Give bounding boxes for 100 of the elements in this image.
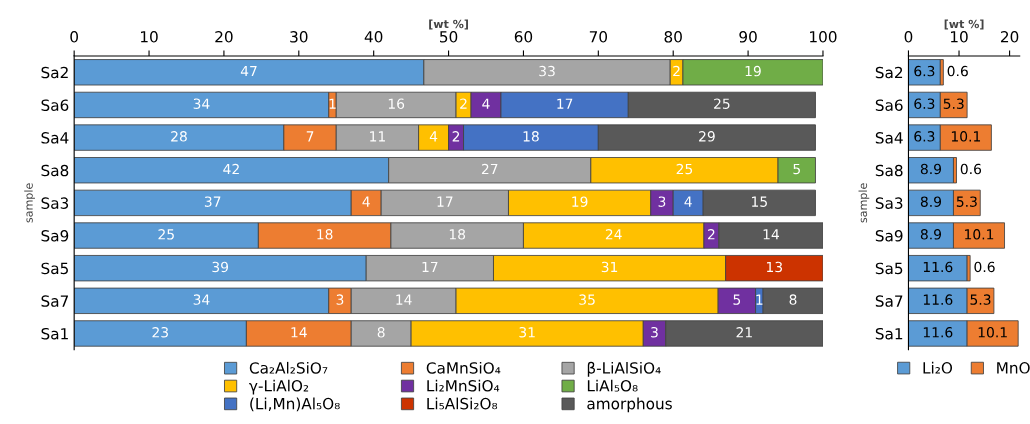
data-label: 34 (193, 294, 210, 305)
data-label: 5 (733, 294, 741, 305)
data-label: 10.1 (965, 229, 994, 240)
y-tick-label: Sa9 (41, 230, 69, 242)
data-label: 1 (329, 98, 336, 109)
data-label: 0.6 (947, 65, 968, 77)
data-label: 5.3 (943, 98, 964, 109)
data-label: 25 (158, 229, 174, 240)
data-label: 15 (752, 196, 767, 207)
x-axis-title: [wt %] (429, 19, 468, 30)
x-tick-label: 0 (70, 31, 79, 43)
x-tick-label: 10 (141, 31, 158, 43)
data-label: 11.6 (923, 261, 953, 273)
y-tick-label: Sa8 (875, 164, 903, 177)
data-label: 27 (481, 163, 498, 175)
legend-label: γ-LiAlO₂ (249, 379, 309, 395)
data-label: 19 (572, 196, 588, 207)
data-label: 42 (223, 163, 239, 175)
x-tick-label: 20 (215, 31, 233, 43)
data-label: 8.9 (920, 229, 942, 240)
data-label: 18 (317, 229, 333, 240)
data-label: 17 (557, 98, 573, 109)
data-label: 23 (152, 327, 168, 338)
data-label: 25 (676, 163, 693, 175)
data-label: 8.9 (920, 196, 942, 207)
data-label: 3 (658, 196, 666, 207)
data-label: 5 (793, 163, 800, 175)
data-label: 4 (429, 131, 438, 142)
legend-label: (Li,Mn)Al₅O₈ (250, 397, 340, 412)
y-tick-label: Sa6 (41, 99, 69, 111)
legend-label: Li₂O (923, 361, 953, 374)
x-tick-label: 40 (364, 31, 383, 43)
legend-label: amorphous (587, 397, 672, 413)
y-tick-label: Sa7 (875, 295, 903, 307)
y-tick-label: Sa4 (875, 132, 903, 144)
data-label: 0.6 (974, 261, 995, 273)
data-label: 29 (699, 131, 715, 142)
legend-label: LiAl₅O₈ (587, 379, 638, 392)
y-tick-label: Sa4 (41, 132, 69, 144)
bar (908, 59, 941, 86)
data-label: 14 (291, 327, 307, 338)
y-tick-label: Sa9 (875, 230, 903, 242)
y-tick-label: Sa3 (875, 197, 903, 209)
data-label: 19 (745, 65, 761, 77)
data-label: 6.3 (914, 131, 935, 142)
data-label: 11.6 (923, 294, 953, 305)
data-label: 35 (579, 294, 595, 305)
x-tick-label: 0 (904, 31, 913, 43)
data-label: 5.3 (956, 196, 977, 207)
data-label: 14 (763, 229, 779, 240)
data-label: 31 (601, 261, 618, 273)
data-label: 24 (605, 229, 622, 240)
data-label: 8 (789, 294, 797, 305)
data-label: 4 (482, 98, 490, 109)
data-label: 5.3 (970, 294, 991, 305)
data-label: 1 (756, 294, 763, 305)
data-label: 28 (171, 131, 187, 142)
data-label: 11.6 (923, 327, 953, 338)
data-label: 2 (460, 98, 467, 109)
x-tick-label: 100 (810, 31, 837, 43)
data-label: 2 (673, 65, 680, 77)
data-label: 17 (437, 196, 453, 207)
data-label: 25 (714, 98, 730, 109)
data-label: 37 (204, 196, 221, 207)
x-axis-title: [wt %] (944, 19, 984, 30)
legend-label: Li₅AlSi₂O₈ (427, 397, 498, 410)
data-label: 18 (523, 131, 539, 142)
y-axis-title: sample (858, 183, 870, 223)
x-tick-label: 10 (950, 31, 968, 43)
data-label: 47 (240, 66, 257, 77)
legend-label: β-LiAlSiO₄ (587, 361, 661, 377)
data-label: 8 (377, 327, 385, 338)
data-label: 14 (396, 294, 412, 305)
data-label: 39 (212, 261, 229, 273)
data-label: 3 (336, 294, 344, 305)
x-tick-label: 80 (664, 31, 682, 43)
data-label: 2 (452, 131, 460, 142)
x-tick-label: 70 (589, 31, 608, 43)
y-tick-label: Sa5 (41, 262, 68, 275)
data-label: 2 (708, 229, 715, 240)
x-tick-label: 50 (440, 31, 458, 43)
bar (908, 255, 968, 282)
bar (908, 157, 954, 184)
x-tick-label: 60 (514, 31, 533, 43)
data-label: 6.3 (914, 65, 935, 77)
y-axis-title: sample (24, 183, 35, 223)
y-tick-label: Sa1 (41, 327, 68, 340)
x-tick-label: 90 (739, 31, 757, 43)
y-tick-label: Sa2 (41, 66, 68, 79)
data-label: 7 (306, 131, 314, 142)
legend-label: Li₂MnSiO₄ (427, 379, 500, 392)
y-tick-label: Sa3 (41, 197, 69, 209)
legend-label: CaMnSiO₄ (426, 361, 501, 374)
data-label: 4 (362, 196, 370, 207)
data-label: 3 (651, 327, 658, 338)
x-tick-label: 20 (1000, 31, 1019, 43)
data-label: 10.1 (978, 327, 1007, 338)
data-label: 17 (422, 261, 438, 273)
data-label: 11 (370, 131, 385, 142)
y-tick-label: Sa1 (875, 327, 903, 340)
